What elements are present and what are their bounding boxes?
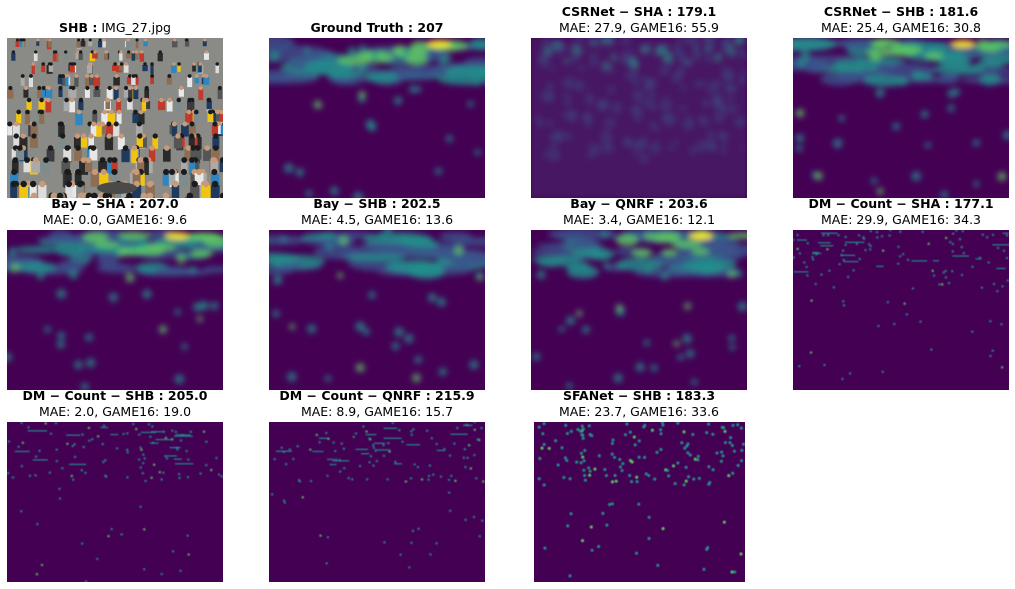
panel-subtitle: MAE: 8.9, GAME16: 15.7 (300, 404, 454, 419)
panel-title-bold: Bay − SHA : 207.0 (51, 196, 179, 211)
density-map (269, 422, 485, 582)
density-map-image (793, 230, 1009, 381)
density-map (793, 230, 1009, 390)
panel-title-bold: Ground Truth : 207 (310, 20, 444, 35)
panel-subtitle: MAE: 0.0, GAME16: 9.6 (42, 212, 188, 227)
panel-title: Bay − QNRF : 203.6 (531, 196, 747, 211)
panel-title-bold: SHB : (59, 20, 98, 35)
panel-input: SHB : IMG_27.jpg (7, 20, 223, 198)
panel-subtitle: MAE: 3.4, GAME16: 12.1 (562, 212, 716, 227)
panel-sfanet-shb: SFANet − SHB : 183.3 MAE: 23.7, GAME16: … (531, 388, 747, 582)
crowd-photo (7, 38, 223, 198)
density-map (7, 230, 223, 390)
panel-dm-count-shb: DM − Count − SHB : 205.0 MAE: 2.0, GAME1… (7, 388, 223, 582)
panel-title: Bay − SHA : 207.0 (7, 196, 223, 211)
density-map (531, 230, 747, 390)
panel-title: CSRNet − SHA : 179.1 (531, 4, 747, 19)
panel-dm-count-qnrf: DM − Count − QNRF : 215.9 MAE: 8.9, GAME… (269, 388, 485, 582)
panel-title: DM − Count − SHB : 205.0 (7, 388, 223, 403)
panel-title-bold: DM − Count − SHA : 177.1 (808, 196, 994, 211)
panel-dm-count-sha: DM − Count − SHA : 177.1 MAE: 29.9, GAME… (793, 196, 1009, 390)
density-map-image (269, 230, 485, 383)
panel-csrnet-sha: CSRNet − SHA : 179.1 MAE: 27.9, GAME16: … (531, 4, 747, 198)
panel-subtitle: MAE: 29.9, GAME16: 34.3 (820, 212, 982, 227)
density-map-image (793, 38, 1009, 198)
panel-bay-qnrf: Bay − QNRF : 203.6 MAE: 3.4, GAME16: 12.… (531, 196, 747, 390)
panel-title-plain: IMG_27.jpg (101, 20, 171, 35)
density-map (531, 38, 747, 198)
panel-title: SHB : IMG_27.jpg (7, 20, 223, 35)
panel-title: DM − Count − QNRF : 215.9 (269, 388, 485, 403)
panel-ground-truth: Ground Truth : 207 (269, 20, 485, 198)
density-map-image (269, 38, 485, 198)
crowd-photo-image (7, 38, 223, 198)
panel-title-bold: DM − Count − SHB : 205.0 (22, 388, 208, 403)
density-map-image (531, 230, 747, 390)
density-map-image (270, 422, 485, 569)
density-map (269, 38, 485, 198)
panel-title-bold: Bay − QNRF : 203.6 (570, 196, 708, 211)
density-map-image (7, 230, 223, 390)
density-map (269, 230, 485, 390)
panel-subtitle: MAE: 27.9, GAME16: 55.9 (558, 20, 720, 35)
panel-title-bold: SFANet − SHB : 183.3 (562, 388, 716, 403)
panel-title: CSRNet − SHB : 181.6 (793, 4, 1009, 19)
density-map (7, 422, 223, 582)
panel-title: SFANet − SHB : 183.3 (531, 388, 747, 403)
density-map-image (7, 422, 223, 582)
panel-title: Ground Truth : 207 (269, 20, 485, 35)
panel-title: Bay − SHB : 202.5 (269, 196, 485, 211)
panel-subtitle: MAE: 2.0, GAME16: 19.0 (38, 404, 192, 419)
panel-bay-shb: Bay − SHB : 202.5 MAE: 4.5, GAME16: 13.6 (269, 196, 485, 390)
panel-title: DM − Count − SHA : 177.1 (793, 196, 1009, 211)
panel-csrnet-shb: CSRNet − SHB : 181.6 MAE: 25.4, GAME16: … (793, 4, 1009, 198)
panel-title-bold: Bay − SHB : 202.5 (313, 196, 441, 211)
density-map (793, 38, 1009, 198)
density-map (534, 422, 745, 582)
panel-subtitle: MAE: 23.7, GAME16: 33.6 (558, 404, 720, 419)
panel-bay-sha: Bay − SHA : 207.0 MAE: 0.0, GAME16: 9.6 (7, 196, 223, 390)
panel-subtitle: MAE: 4.5, GAME16: 13.6 (300, 212, 454, 227)
panel-title-bold: CSRNet − SHA : 179.1 (561, 4, 717, 19)
panel-title-bold: CSRNet − SHB : 181.6 (823, 4, 979, 19)
density-map-image (537, 422, 745, 578)
panel-subtitle: MAE: 25.4, GAME16: 30.8 (820, 20, 982, 35)
density-map-image (531, 38, 747, 198)
panel-title-bold: DM − Count − QNRF : 215.9 (279, 388, 475, 403)
